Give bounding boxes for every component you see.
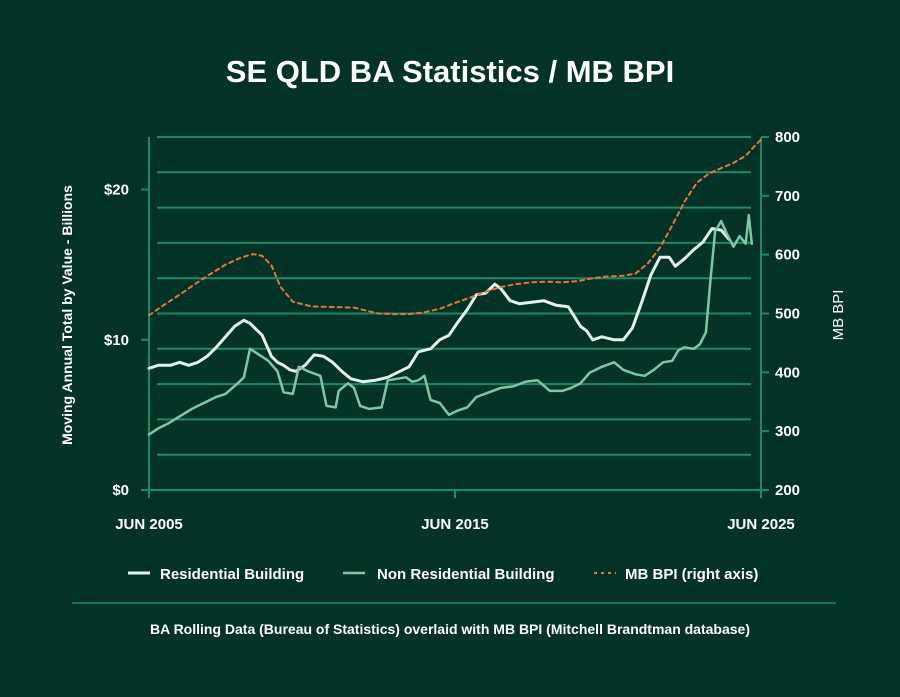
y-tick-label: $10	[104, 332, 129, 349]
legend-item-mb-bpi: MB BPI (right axis)	[594, 566, 758, 583]
non-residential-building-line	[147, 213, 754, 436]
x-tick-label: JUN 2015	[421, 516, 489, 533]
legend-label: Non Residential Building	[377, 566, 555, 583]
y2-tick-label: 700	[775, 188, 800, 205]
axis-layer: $0 $10 $20 200 300 400 500 600 700 800 JUN 2005 JUN…	[104, 129, 800, 533]
x-tick-label: JUN 2005	[115, 516, 183, 533]
legend: Residential Building Non Residential Buil…	[128, 566, 758, 583]
y-tick-label: $20	[104, 182, 129, 199]
y2-tick-label: 500	[775, 306, 800, 323]
series-layer	[147, 137, 764, 436]
grid-layer	[157, 136, 751, 456]
y-tick-label: $0	[112, 482, 129, 499]
residential-building-line	[147, 227, 731, 384]
legend-item-residential: Residential Building	[128, 566, 304, 583]
x-tick-label: JUN 2025	[727, 516, 795, 533]
y2-axis-label: MB BPI	[830, 290, 847, 341]
legend-label: MB BPI (right axis)	[625, 566, 758, 583]
y2-tick-label: 800	[775, 129, 800, 146]
y2-tick-label: 200	[775, 482, 800, 499]
y2-tick-label: 300	[775, 423, 800, 440]
legend-label: Residential Building	[160, 566, 304, 583]
mb-bpi-line	[148, 137, 764, 317]
y2-tick-label: 400	[775, 364, 800, 381]
chart-title: SE QLD BA Statistics / MB BPI	[226, 54, 674, 89]
y2-tick-label: 600	[775, 247, 800, 264]
legend-item-non-residential: Non Residential Building	[343, 566, 555, 583]
y-axis-label: Moving Annual Total by Value - Billions	[59, 185, 75, 445]
chart-footnote: BA Rolling Data (Bureau of Statistics) o…	[150, 621, 750, 637]
